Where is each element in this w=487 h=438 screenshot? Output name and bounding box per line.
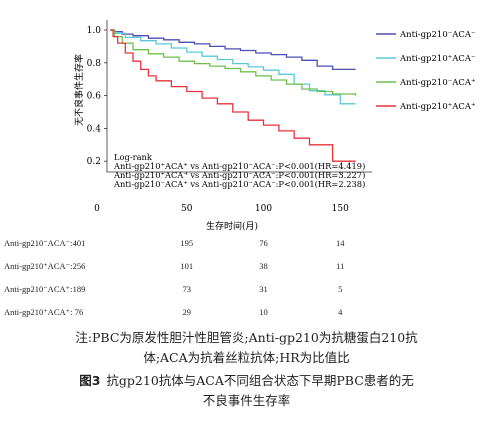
- caption-line-1: 图3 抗gp210抗体与ACA不同组合状态下早期PBC患者的无: [24, 371, 469, 391]
- survival-curves: [110, 29, 357, 162]
- risk-count: 31: [259, 284, 268, 294]
- risk-count: 401: [72, 238, 86, 248]
- y-tick-label: 0.2: [87, 157, 101, 167]
- note-line-1: 注:PBC为原发性胆汁性胆管炎;Anti-gp210为抗糖蛋白210抗: [75, 330, 418, 345]
- figure-label: 图3: [79, 373, 101, 388]
- risk-row-label: Anti-gp210⁺ACA⁻:: [4, 261, 73, 271]
- km-curve: [110, 29, 357, 96]
- risk-count: 73: [182, 284, 192, 294]
- y-tick-label: 0.4: [87, 124, 102, 134]
- km-curve: [110, 29, 356, 71]
- risk-count: 195: [180, 238, 194, 248]
- risk-count: 189: [72, 284, 86, 294]
- risk-count: 11: [336, 261, 345, 271]
- risk-count: 14: [336, 238, 345, 248]
- annotation-line: Anti-gp210⁺ACA⁻ vs Anti-gp210⁻ACA⁻:P<0.0…: [113, 170, 365, 180]
- annotation-line: Anti-gp210⁺ACA⁺ vs Anti-gp210⁻ACA⁻:P<0.0…: [113, 161, 365, 171]
- axis-ticks: 0.2 0.4 0.6 0.8 1.0 0 50 100 150: [87, 26, 349, 214]
- risk-row-label: Anti-gp210⁺ACA⁺:: [4, 307, 73, 317]
- risk-count: 101: [180, 261, 194, 271]
- x-tick-label: 100: [255, 204, 272, 214]
- legend: Anti-gp210⁻ACA⁻ Anti-gp210⁺ACA⁻ Anti-gp210…: [376, 30, 475, 112]
- y-tick-label: 0.6: [87, 92, 102, 102]
- x-axis-title: 生存时间(月): [206, 220, 258, 232]
- x-tick-label: 150: [332, 204, 349, 214]
- figure-caption: 图3 抗gp210抗体与ACA不同组合状态下早期PBC患者的无 不良事件生存率: [24, 371, 469, 411]
- risk-row-label: Anti-gp210⁻ACA⁻:: [4, 238, 73, 248]
- risk-count: 38: [259, 261, 268, 271]
- km-curve: [110, 29, 356, 162]
- risk-count: 29: [182, 307, 192, 317]
- caption-line-2: 不良事件生存率: [202, 393, 291, 408]
- risk-row: Anti-gp210⁺ACA⁺: 76 29 10 4: [0, 307, 487, 325]
- risk-row-label: Anti-gp210⁻ACA⁺:: [4, 284, 73, 294]
- x-tick-label: 50: [181, 204, 193, 214]
- risk-row: Anti-gp210⁺ACA⁻: 256 101 38 11: [0, 261, 487, 279]
- risk-count: 10: [259, 307, 268, 317]
- number-at-risk-table: Anti-gp210⁻ACA⁻: 401 195 76 14 Anti-gp210⁺ACA…: [0, 233, 487, 323]
- figure-notes: 注:PBC为原发性胆汁性胆管炎;Anti-gp210为抗糖蛋白210抗 体;AC…: [24, 328, 469, 411]
- y-tick-label: 0.8: [87, 59, 102, 69]
- caption-text-1: 抗gp210抗体与ACA不同组合状态下早期PBC患者的无: [106, 373, 414, 388]
- legend-label: Anti-gp210⁻ACA⁺: [399, 78, 475, 88]
- note-line-2: 体;ACA为抗着丝粒抗体;HR为比值比: [143, 350, 350, 365]
- x-tick-label: 0: [94, 204, 100, 214]
- risk-count: 5: [338, 284, 343, 294]
- legend-label: Anti-gp210⁺ACA⁻: [399, 54, 475, 64]
- risk-count: 4: [338, 307, 343, 317]
- legend-label: Anti-gp210⁺ACA⁺: [399, 102, 475, 112]
- annotation-line: Log-rank: [114, 152, 153, 162]
- km-curve: [110, 29, 356, 105]
- legend-label: Anti-gp210⁻ACA⁻: [399, 30, 475, 40]
- risk-count: 76: [74, 307, 84, 317]
- y-axis-title: 无不良事件生存率: [73, 54, 85, 126]
- annotation-line: Anti-gp210⁻ACA⁺ vs Anti-gp210⁻ACA⁻:P<0.0…: [113, 179, 365, 189]
- km-chart: 0.2 0.4 0.6 0.8 1.0 0 50 100 150 Anti-gp210⁻ACA⁻…: [73, 20, 475, 232]
- risk-count: 256: [72, 261, 86, 271]
- risk-row: Anti-gp210⁻ACA⁻: 401 195 76 14: [0, 238, 487, 256]
- y-tick-label: 1.0: [87, 26, 102, 36]
- risk-count: 76: [259, 238, 268, 248]
- risk-row: Anti-gp210⁻ACA⁺: 189 73 31 5: [0, 284, 487, 302]
